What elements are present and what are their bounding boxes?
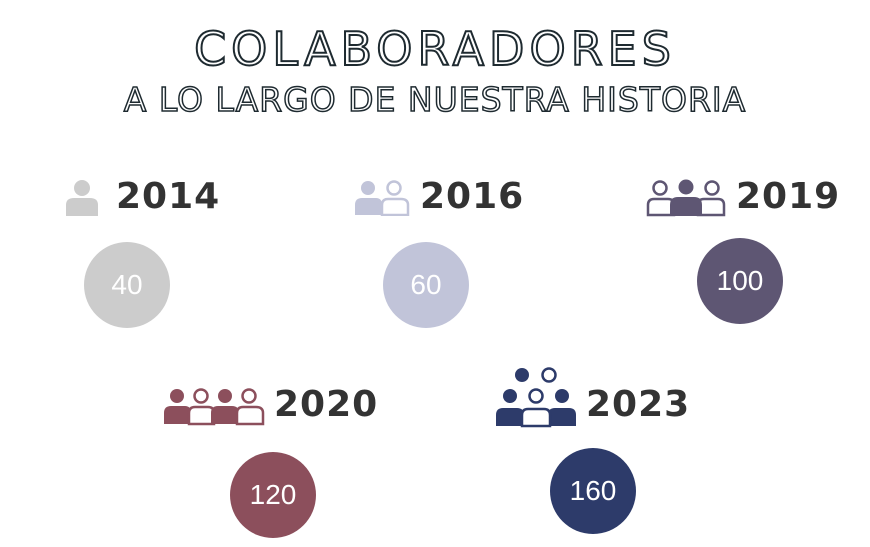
count-circle: 120 [230, 452, 316, 538]
count-circle: 60 [383, 242, 469, 328]
four-people-icon [164, 388, 265, 426]
count-circle: 160 [550, 448, 636, 534]
two-people-icon [355, 180, 410, 216]
five-people-icon [496, 367, 576, 428]
subtitle: A LO LARGO DE NUESTRA HISTORIA [123, 79, 747, 120]
count-circle: 40 [84, 242, 170, 328]
count-circle: 100 [697, 238, 783, 324]
single-person-icon [66, 180, 98, 216]
year-label: 2020 [274, 384, 379, 425]
title: COLABORADORES [193, 21, 676, 77]
year-label: 2023 [586, 384, 691, 425]
year-label: 2014 [116, 176, 221, 217]
three-people-icon [646, 179, 726, 217]
year-label: 2016 [420, 176, 525, 217]
year-label: 2019 [736, 176, 841, 217]
